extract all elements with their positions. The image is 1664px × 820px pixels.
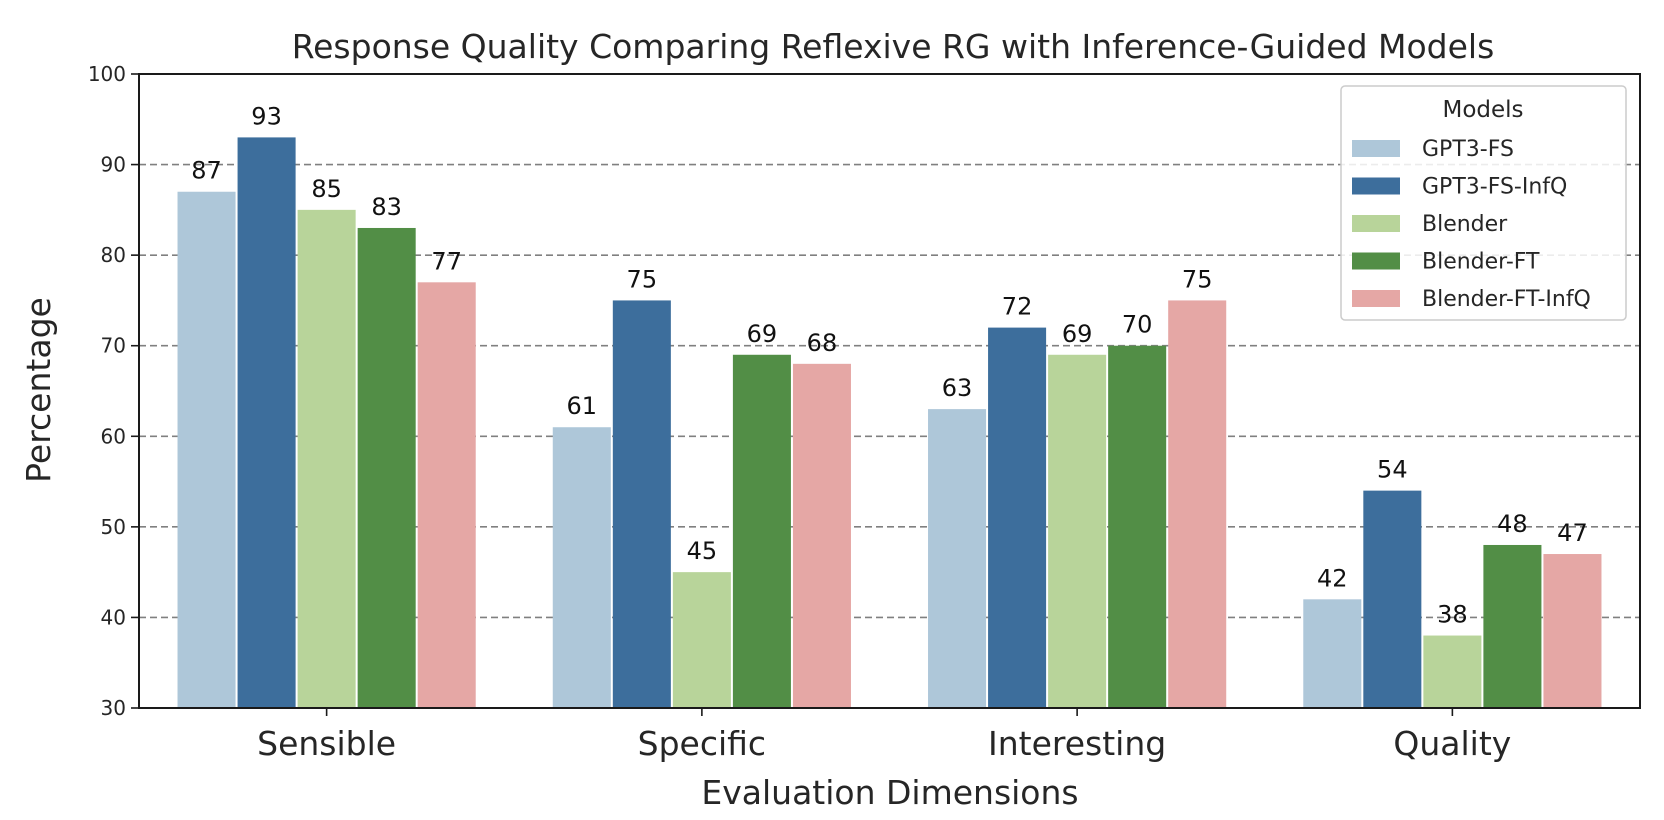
legend-box: [1340, 85, 1627, 321]
x-tick-label: Interesting: [988, 724, 1166, 763]
legend-label: GPT3-FS-InfQ: [1422, 175, 1567, 200]
y-tick-label: 80: [101, 243, 126, 267]
bar: [1483, 544, 1542, 708]
data-label: 70: [1122, 311, 1153, 339]
legend: Models GPT3-FS GPT3-FS-InfQ Blender Blender…: [1340, 85, 1627, 321]
bar: [1303, 599, 1362, 708]
y-axis-label: Percentage: [19, 297, 58, 483]
grid-lines: [139, 163, 1640, 619]
chart-title: Response Quality Comparing Reflexive RG …: [292, 27, 1495, 66]
data-label: 47: [1557, 519, 1588, 547]
bar: [1543, 554, 1602, 708]
x-axis-label: Evaluation Dimensions: [701, 773, 1078, 812]
bar: [552, 427, 611, 708]
y-tick-label: 40: [101, 605, 126, 629]
y-axis-ticks: 30 40 50 60 70 80 90 100: [88, 62, 139, 720]
bar: [1048, 354, 1107, 708]
legend-items: GPT3-FS GPT3-FS-InfQ Blender Blender-FT Blen…: [1352, 137, 1591, 312]
x-tick-label: Quality: [1393, 724, 1511, 763]
legend-title: Models: [1442, 97, 1523, 123]
data-label: 69: [747, 320, 778, 348]
legend-label: GPT3-FS: [1422, 137, 1514, 162]
bar: [177, 191, 236, 708]
data-labels: 87 93 85 83 77 61 75 45 69 68 63 72 69 70 75 42 54 38 48 47: [191, 102, 1587, 628]
bar: [612, 300, 671, 708]
data-label: 77: [431, 247, 462, 275]
data-label: 48: [1497, 510, 1528, 538]
data-label: 63: [942, 374, 973, 402]
bar: [357, 227, 416, 708]
bar: [1363, 490, 1422, 708]
y-tick-label: 50: [101, 515, 126, 539]
y-tick-label: 100: [88, 62, 126, 86]
legend-swatch: [1352, 215, 1400, 232]
legend-label: Blender: [1422, 212, 1508, 237]
bar: [1108, 345, 1167, 708]
x-axis-ticks: Sensible Specific Interesting Quality: [257, 708, 1511, 763]
data-label: 83: [371, 193, 402, 221]
data-label: 38: [1437, 601, 1468, 629]
legend-swatch: [1352, 177, 1400, 195]
data-label: 68: [807, 329, 838, 357]
data-label: 93: [251, 102, 282, 130]
bar: [297, 209, 356, 708]
y-tick-label: 90: [101, 153, 126, 177]
legend-swatch: [1352, 140, 1400, 157]
bar: [1168, 300, 1227, 708]
data-label: 75: [1182, 265, 1213, 293]
data-label: 75: [627, 265, 658, 293]
data-label: 87: [191, 157, 222, 185]
data-label: 54: [1377, 456, 1408, 484]
bars: [177, 137, 1602, 708]
data-label: 42: [1317, 564, 1348, 592]
x-tick-label: Specific: [638, 724, 766, 763]
bar: [417, 282, 476, 708]
legend-label: Blender-FT: [1422, 250, 1540, 275]
y-tick-label: 30: [101, 696, 126, 720]
legend-swatch: [1352, 290, 1400, 307]
legend-label: Blender-FT-InfQ: [1422, 287, 1591, 312]
data-label: 72: [1002, 293, 1033, 321]
bar: [988, 327, 1047, 708]
data-label: 85: [311, 175, 342, 203]
y-tick-label: 60: [101, 424, 126, 448]
bar: [928, 409, 987, 708]
legend-swatch: [1352, 252, 1400, 270]
bar: [732, 354, 791, 708]
plot-frame: [138, 73, 1641, 709]
bar: [792, 363, 851, 708]
y-tick-label: 70: [101, 334, 126, 358]
data-label: 69: [1062, 320, 1093, 348]
bar: [1423, 635, 1482, 708]
x-tick-label: Sensible: [257, 724, 396, 763]
data-label: 45: [687, 537, 718, 565]
bar: [237, 137, 296, 708]
data-label: 61: [567, 392, 598, 420]
bar: [672, 572, 731, 708]
